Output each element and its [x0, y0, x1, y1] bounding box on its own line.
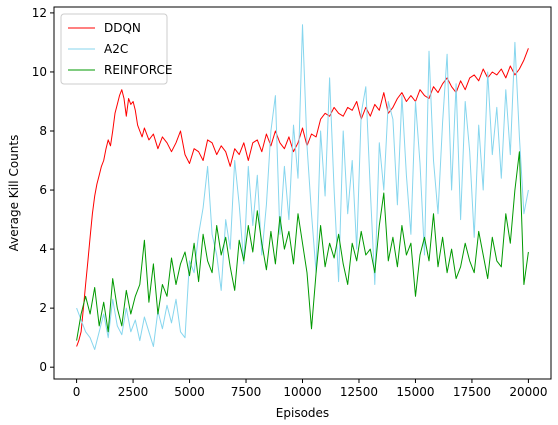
- y-tick-label: 10: [32, 65, 47, 79]
- y-tick-label: 6: [39, 183, 47, 197]
- legend-label-reinforce: REINFORCE: [104, 63, 172, 77]
- legend-label-a2c: A2C: [104, 42, 128, 56]
- y-tick-label: 4: [39, 242, 47, 256]
- legend-box: [60, 13, 168, 85]
- x-tick-label: 7500: [231, 385, 262, 399]
- y-tick-label: 12: [32, 6, 47, 20]
- x-axis-ticks: 0 2500 5000 7500 10000 12500 15000 17500 20000: [73, 379, 548, 399]
- x-tick-label: 2500: [118, 385, 149, 399]
- y-axis-ticks: 0 2 4 6 8 10 12: [32, 6, 54, 374]
- series-line-reinforce: [76, 151, 529, 341]
- x-tick-label: 5000: [174, 385, 205, 399]
- x-tick-label: 15000: [396, 385, 434, 399]
- x-axis-label: Episodes: [276, 406, 329, 420]
- x-tick-label: 20000: [509, 385, 547, 399]
- series-layer: [76, 24, 529, 350]
- y-tick-label: 0: [39, 360, 47, 374]
- x-tick-label: 10000: [283, 385, 321, 399]
- series-line-a2c: [76, 24, 529, 350]
- series-line-ddqn: [76, 48, 529, 347]
- legend: DDQN A2C REINFORCE: [60, 13, 172, 85]
- y-axis-label: Average Kill Counts: [7, 135, 21, 252]
- y-tick-label: 2: [39, 301, 47, 315]
- legend-label-ddqn: DDQN: [104, 21, 141, 35]
- y-tick-label: 8: [39, 124, 47, 138]
- x-tick-label: 12500: [340, 385, 378, 399]
- x-tick-label: 17500: [453, 385, 491, 399]
- x-tick-label: 0: [73, 385, 81, 399]
